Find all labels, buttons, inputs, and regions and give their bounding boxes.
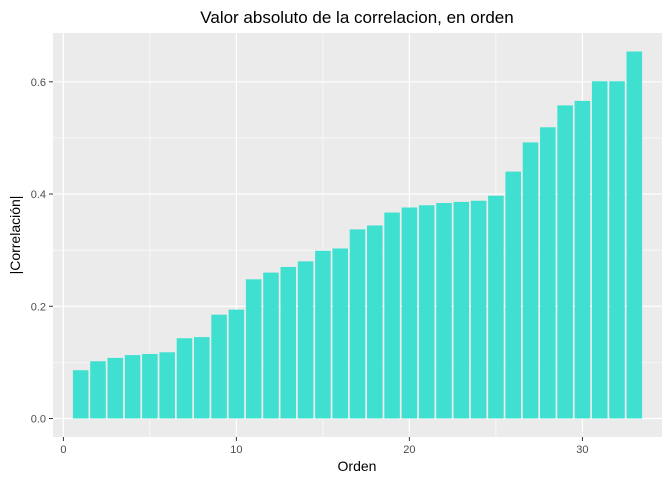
bar xyxy=(453,201,470,419)
bar xyxy=(263,272,279,419)
x-tick-label: 30 xyxy=(576,444,588,456)
bar xyxy=(211,314,227,419)
x-axis-ticks: 0 10 20 30 xyxy=(60,437,589,456)
y-axis-ticks: 0.0 0.2 0.4 0.6 xyxy=(31,77,53,425)
x-axis-label: Orden xyxy=(338,458,377,474)
x-tick-label: 20 xyxy=(403,444,415,456)
bar xyxy=(488,195,504,419)
y-tick-label: 0.6 xyxy=(31,77,46,89)
bar xyxy=(159,352,175,419)
bar xyxy=(367,225,383,419)
x-tick-label: 10 xyxy=(230,444,242,456)
chart-title: Valor absoluto de la correlacion, en ord… xyxy=(200,8,513,27)
bar xyxy=(557,105,573,419)
bar xyxy=(72,370,89,419)
bar xyxy=(107,357,124,419)
bar xyxy=(436,203,452,419)
bar xyxy=(194,337,210,419)
bar xyxy=(315,250,331,419)
bar xyxy=(332,248,348,419)
bar xyxy=(280,266,297,419)
y-tick-label: 0.0 xyxy=(31,413,46,425)
bar xyxy=(540,127,556,419)
bars-group xyxy=(72,51,643,419)
bar xyxy=(401,207,418,419)
bar xyxy=(90,361,106,419)
bar xyxy=(124,355,141,419)
y-tick-label: 0.2 xyxy=(31,301,46,313)
bar xyxy=(591,81,608,419)
bar xyxy=(176,338,193,419)
bar xyxy=(349,229,366,419)
bar xyxy=(142,353,158,419)
x-tick-label: 0 xyxy=(60,444,66,456)
bar xyxy=(609,81,625,419)
bar xyxy=(245,279,262,419)
bar xyxy=(297,261,314,419)
bar xyxy=(384,212,400,419)
bar xyxy=(626,51,643,419)
bar xyxy=(470,200,487,419)
bar xyxy=(418,205,435,419)
y-axis-label: |Correlación| xyxy=(7,196,23,275)
bar xyxy=(228,309,245,419)
bar xyxy=(505,171,521,419)
bar xyxy=(522,142,539,419)
y-tick-label: 0.4 xyxy=(31,189,46,201)
bar xyxy=(574,100,591,419)
